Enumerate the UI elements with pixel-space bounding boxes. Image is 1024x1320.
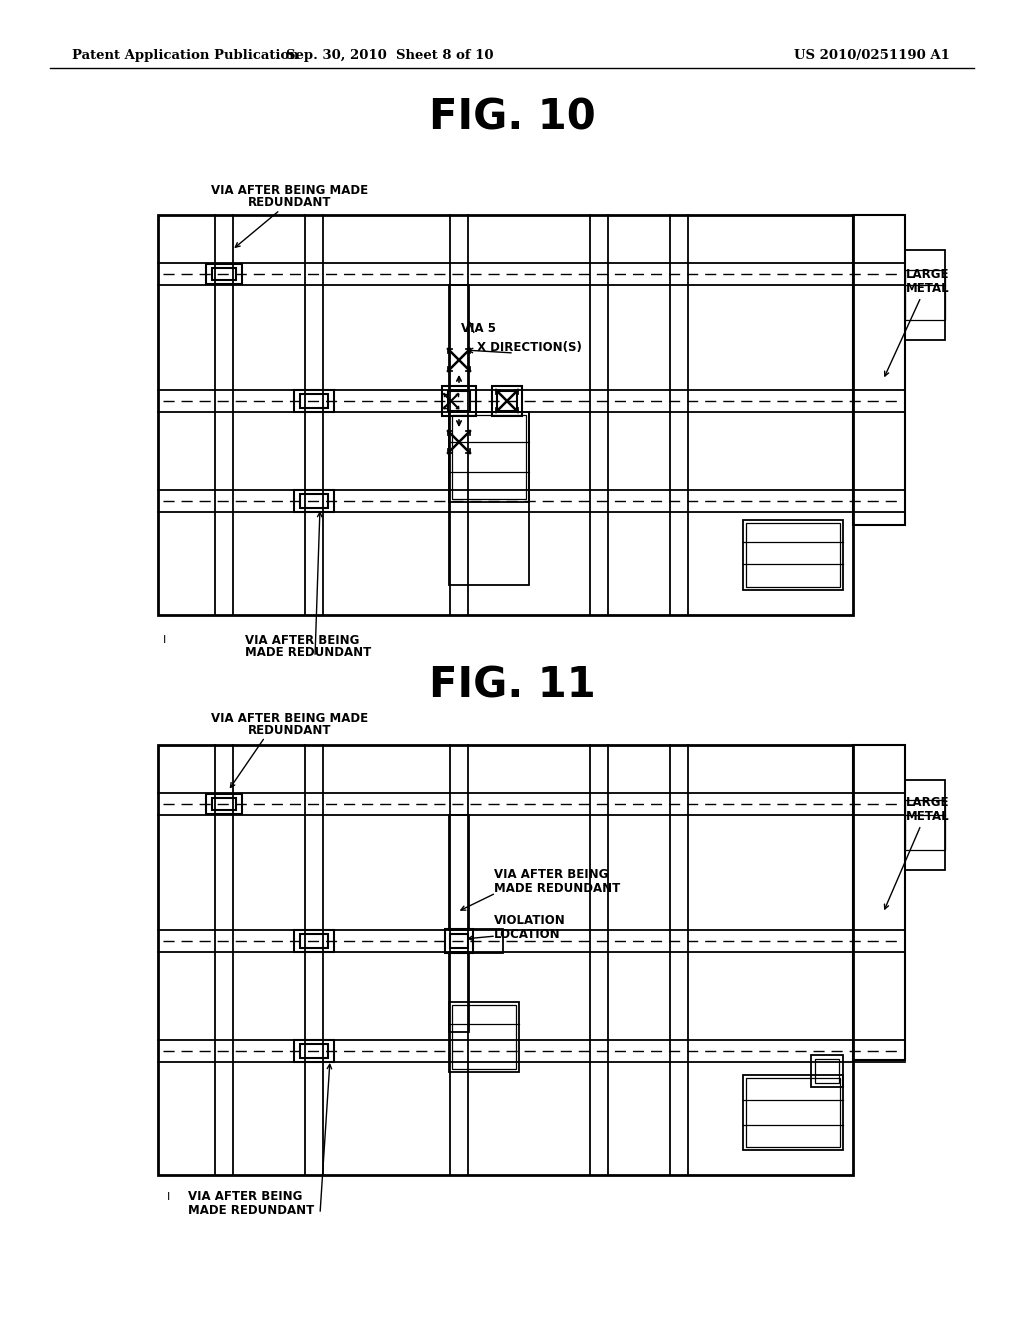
- Text: Sep. 30, 2010  Sheet 8 of 10: Sep. 30, 2010 Sheet 8 of 10: [287, 49, 494, 62]
- Bar: [853, 744, 905, 1060]
- Text: FIG. 11: FIG. 11: [429, 664, 595, 706]
- Text: METAL: METAL: [906, 282, 950, 296]
- Bar: [815, 1059, 839, 1082]
- Bar: [300, 393, 328, 408]
- Text: VIA AFTER BEING: VIA AFTER BEING: [494, 869, 608, 882]
- Bar: [449, 391, 470, 411]
- Text: VIA AFTER BEING: VIA AFTER BEING: [245, 634, 359, 647]
- Bar: [158, 215, 853, 615]
- Text: VIA AFTER BEING: VIA AFTER BEING: [188, 1191, 302, 1204]
- Bar: [905, 800, 945, 850]
- Bar: [294, 1040, 334, 1063]
- Bar: [905, 249, 945, 341]
- Bar: [492, 385, 522, 416]
- Bar: [212, 799, 236, 810]
- Bar: [206, 795, 242, 814]
- Text: REDUNDANT: REDUNDANT: [248, 195, 332, 209]
- Bar: [743, 520, 843, 590]
- Bar: [746, 523, 840, 587]
- Bar: [449, 285, 469, 389]
- Bar: [300, 1044, 328, 1059]
- Bar: [449, 952, 469, 1032]
- Bar: [449, 814, 469, 931]
- Bar: [905, 780, 945, 870]
- Text: I: I: [164, 635, 167, 645]
- Text: METAL: METAL: [906, 810, 950, 824]
- Bar: [497, 391, 517, 411]
- Text: FIG. 10: FIG. 10: [429, 96, 595, 139]
- Bar: [743, 1074, 843, 1150]
- Text: MADE REDUNDANT: MADE REDUNDANT: [494, 883, 621, 895]
- Text: Patent Application Publication: Patent Application Publication: [72, 49, 299, 62]
- Text: X DIRECTION(S): X DIRECTION(S): [477, 342, 582, 355]
- Bar: [206, 264, 242, 284]
- Bar: [449, 1002, 519, 1072]
- Text: LOCATION: LOCATION: [494, 928, 560, 940]
- Bar: [158, 744, 853, 1175]
- Text: MADE REDUNDANT: MADE REDUNDANT: [188, 1204, 314, 1217]
- Text: LARGE: LARGE: [906, 268, 949, 281]
- Bar: [473, 929, 503, 953]
- Bar: [905, 271, 945, 319]
- Bar: [853, 215, 905, 525]
- Bar: [450, 935, 468, 948]
- Bar: [452, 1005, 516, 1069]
- Text: US 2010/0251190 A1: US 2010/0251190 A1: [795, 49, 950, 62]
- Bar: [300, 494, 328, 508]
- Text: MADE REDUNDANT: MADE REDUNDANT: [245, 647, 372, 660]
- Bar: [212, 268, 236, 280]
- Text: LARGE: LARGE: [906, 796, 949, 809]
- Bar: [452, 414, 526, 499]
- Bar: [300, 935, 328, 948]
- Text: I: I: [166, 1192, 170, 1203]
- Bar: [294, 931, 334, 952]
- Text: REDUNDANT: REDUNDANT: [248, 723, 332, 737]
- Bar: [746, 1078, 840, 1147]
- Bar: [442, 385, 476, 416]
- Text: VIA AFTER BEING MADE: VIA AFTER BEING MADE: [211, 711, 369, 725]
- Bar: [449, 412, 529, 585]
- Bar: [811, 1055, 843, 1086]
- Bar: [449, 412, 529, 502]
- Bar: [294, 490, 334, 512]
- Text: VIOLATION: VIOLATION: [494, 913, 565, 927]
- Text: VIA AFTER BEING MADE: VIA AFTER BEING MADE: [211, 183, 369, 197]
- Bar: [445, 929, 473, 953]
- Bar: [294, 389, 334, 412]
- Text: VIA 5: VIA 5: [461, 322, 496, 334]
